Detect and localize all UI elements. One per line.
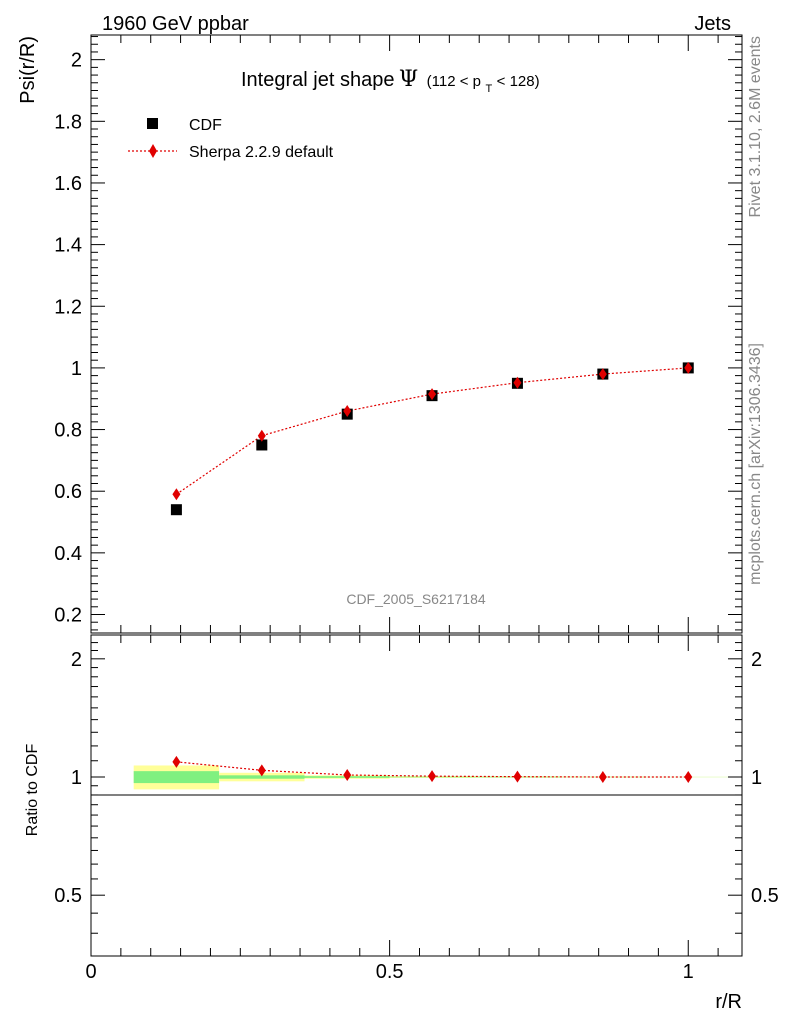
main-y-tick-label: 1 <box>71 358 82 380</box>
ratio-y-tick-label-right: 2 <box>751 649 762 671</box>
analysis-watermark: CDF_2005_S6217184 <box>346 591 486 607</box>
ratio-y-tick-label: 2 <box>71 649 82 671</box>
main-mc-markers <box>172 361 693 501</box>
ratio-frame <box>90 634 743 957</box>
legend-data-label: CDF <box>189 117 222 134</box>
sherpa-mc-point <box>257 429 266 442</box>
legend-mc-marker <box>149 144 157 158</box>
ratio-mc-markers <box>172 755 693 784</box>
main-y-tick-label: 1.8 <box>54 111 82 133</box>
ratio-mc-point <box>513 770 522 783</box>
sherpa-mc-point <box>428 388 437 401</box>
ratio-y-tick-label: 1 <box>71 767 82 789</box>
ratio-y-axis-label: Ratio to CDF <box>24 744 41 837</box>
cdf-data-point <box>170 504 182 516</box>
legend-mc-label: Sherpa 2.2.9 default <box>189 144 334 161</box>
main-y-tick-label: 0.2 <box>54 605 82 627</box>
main-data-markers <box>170 362 694 516</box>
ratio-mc-point <box>428 770 437 783</box>
main-y-tick-label: 2 <box>71 50 82 72</box>
mcplots-side-label: mcplots.cern.ch [arXiv:1306.3436] <box>747 343 764 585</box>
plot-title-range-open: (112 < p <box>427 73 481 90</box>
x-axis-label: r/R <box>715 991 742 1013</box>
plot-title-psi: Ψ <box>399 67 418 92</box>
legend: CDF Sherpa 2.2.9 default <box>128 117 334 161</box>
plot-title-main: Integral jet shape <box>241 69 394 91</box>
band-inner-segment <box>133 771 220 784</box>
band-inner-segment <box>219 775 305 779</box>
sherpa-mc-point <box>598 368 607 381</box>
plot-title-range-close: < 128) <box>497 73 540 90</box>
x-tick-label: 0.5 <box>376 961 404 983</box>
sherpa-mc-point <box>684 361 693 374</box>
main-frame <box>90 34 743 634</box>
header-right: Jets <box>694 13 731 35</box>
ratio-y-tick-label-right: 0.5 <box>751 885 779 907</box>
main-y-tick-label: 1.6 <box>54 173 82 195</box>
main-panel: 0.2 0.4 0.6 0.8 1 1.2 1.4 1.6 1.8 2 <box>54 34 743 634</box>
sherpa-mc-point <box>513 376 522 389</box>
main-y-tick-labels: 0.2 0.4 0.6 0.8 1 1.2 1.4 1.6 1.8 2 <box>54 50 82 627</box>
legend-data-marker <box>147 118 158 129</box>
rivet-side-label: Rivet 3.1.10, 2.6M events <box>747 36 764 217</box>
plot-title: Integral jet shape Ψ (112 < p T < 128) <box>241 67 540 96</box>
ratio-mc-point <box>257 764 266 777</box>
ratio-mc-point <box>172 755 181 768</box>
main-y-tick-label: 1.4 <box>54 235 82 257</box>
main-y-tick-label: 1.2 <box>54 296 82 318</box>
ratio-mc-point <box>343 768 352 781</box>
header-left: 1960 GeV ppbar <box>102 13 249 35</box>
main-y-axis-label: Psi(r/R) <box>17 36 39 104</box>
plot-title-range-sub: T <box>485 83 492 95</box>
ratio-mc-point <box>598 771 607 784</box>
main-y-tick-label: 0.8 <box>54 420 82 442</box>
main-y-tick-label: 0.4 <box>54 543 82 565</box>
ratio-y-tick-label-right: 1 <box>751 767 762 789</box>
sherpa-mc-point <box>172 488 181 501</box>
main-axis-ticks <box>90 35 742 633</box>
x-tick-label: 1 <box>683 961 694 983</box>
ratio-mc-point <box>684 771 693 784</box>
x-tick-label: 0 <box>85 961 96 983</box>
ratio-panel: 0.512 0.512 0 0.5 1 <box>54 634 779 983</box>
sherpa-mc-point <box>343 405 352 418</box>
ratio-x-tick-labels: 0 0.5 1 <box>85 961 693 983</box>
ratio-y-tick-labels: 0.5 1 2 <box>54 649 82 907</box>
ratio-y-tick-label: 0.5 <box>54 885 82 907</box>
main-mc-line <box>176 367 689 495</box>
ratio-y-tick-labels-right: 0.5 1 2 <box>751 649 779 907</box>
main-y-tick-label: 0.6 <box>54 481 82 503</box>
cdf-data-point <box>256 439 268 451</box>
